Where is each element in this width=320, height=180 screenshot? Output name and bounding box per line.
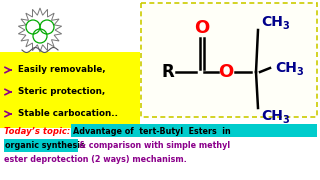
Text: Stable carbocation..: Stable carbocation.. — [18, 109, 118, 118]
Text: R: R — [162, 63, 174, 81]
Text: Steric protection,: Steric protection, — [18, 87, 105, 96]
FancyBboxPatch shape — [141, 3, 317, 117]
Text: CH: CH — [275, 61, 297, 75]
Text: CH: CH — [261, 15, 283, 29]
Text: CH: CH — [261, 109, 283, 123]
Text: 3: 3 — [283, 115, 289, 125]
Text: ester deprotection (2 ways) mechanism.: ester deprotection (2 ways) mechanism. — [4, 156, 187, 165]
Bar — [71, 124, 317, 137]
Text: 3: 3 — [283, 21, 289, 31]
Text: 3: 3 — [297, 67, 303, 77]
Bar — [4, 139, 78, 152]
Text: Advantage of  tert-Butyl  Esters  in: Advantage of tert-Butyl Esters in — [73, 127, 231, 136]
Bar — [0, 52, 140, 128]
Text: Easily removable,: Easily removable, — [18, 66, 106, 75]
Text: & comparison with simple methyl: & comparison with simple methyl — [79, 141, 230, 150]
Text: O: O — [194, 19, 210, 37]
Text: Today’s topic:: Today’s topic: — [4, 127, 70, 136]
Text: O: O — [218, 63, 234, 81]
Text: organic synthesis: organic synthesis — [5, 141, 85, 150]
